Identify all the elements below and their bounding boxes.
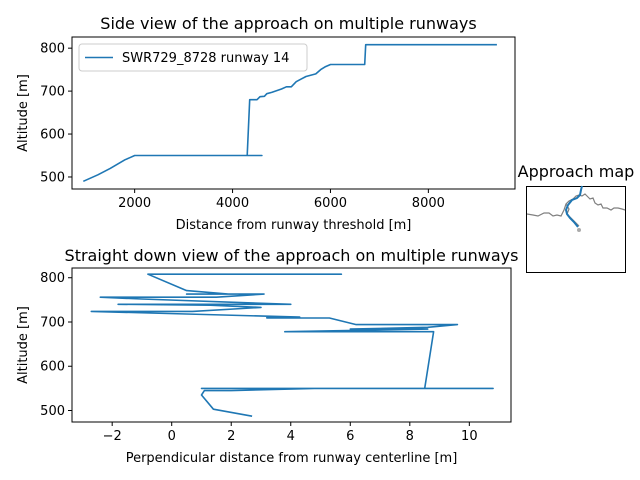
- straight-down-view-xtick-label: 8: [406, 429, 414, 444]
- straight-down-view-xtick-label: 6: [346, 429, 354, 444]
- straight-down-view-ytick-label: 500: [40, 404, 65, 419]
- side-view-ticks: 2000 4000 6000 8000 500 600 700 800: [40, 42, 445, 211]
- map-coastline-path: [526, 193, 626, 217]
- straight-down-view-xtick-label: 4: [287, 429, 295, 444]
- side-view-xtick-label: 8000: [412, 196, 445, 211]
- side-view-title: Side view of the approach on multiple ru…: [100, 14, 476, 33]
- side-view-xtick-label: 4000: [216, 196, 249, 211]
- side-view-xlabel: Distance from runway threshold [m]: [176, 218, 412, 233]
- straight-down-view-xtick-label: 0: [168, 429, 176, 444]
- legend-box: [78, 43, 308, 72]
- side-view-ytick-label: 700: [40, 85, 65, 100]
- side-view-series-line: [82, 43, 497, 183]
- straight-down-view-xtick-label: 2: [227, 429, 235, 444]
- side-view-plot-frame: [71, 36, 516, 190]
- side-view-xtick-label: 6000: [314, 196, 347, 211]
- map-approach-track: [564, 185, 583, 228]
- side-view-ytick-label: 800: [40, 42, 65, 57]
- map-runway-marker: [577, 228, 581, 232]
- side-view-ytick-label: 600: [40, 128, 65, 143]
- side-view-xtick-label: 2000: [118, 196, 151, 211]
- straight-down-view-ticks: −2 0 2 4 6 8 10 500 600 700 800: [40, 271, 477, 444]
- straight-down-view-ytick-label: 800: [40, 271, 65, 286]
- side-view-ytick-label: 500: [40, 170, 65, 185]
- straight-down-view-xtick-label: −2: [103, 429, 122, 444]
- straight-down-view-chart: Straight down view of the approach on mu…: [16, 246, 518, 466]
- straight-down-view-series-line: [90, 273, 494, 417]
- straight-down-view-title: Straight down view of the approach on mu…: [65, 246, 519, 265]
- approach-map: Approach map: [518, 162, 635, 273]
- straight-down-view-plot-frame: [71, 267, 512, 423]
- straight-down-view-ytick-label: 600: [40, 360, 65, 375]
- approach-map-frame: [526, 186, 626, 273]
- side-view-ylabel: Altitude [m]: [16, 74, 31, 152]
- straight-down-view-xlabel: Perpendicular distance from runway cente…: [126, 451, 458, 466]
- side-view-chart: Side view of the approach on multiple ru…: [16, 14, 516, 233]
- straight-down-view-xtick-label: 10: [461, 429, 478, 444]
- approach-map-title: Approach map: [518, 162, 635, 181]
- side-view-legend: SWR729_8728 runway 14: [78, 43, 308, 72]
- legend-label: SWR729_8728 runway 14: [122, 51, 289, 66]
- straight-down-view-ytick-label: 700: [40, 315, 65, 330]
- straight-down-view-ylabel: Altitude [m]: [16, 306, 31, 384]
